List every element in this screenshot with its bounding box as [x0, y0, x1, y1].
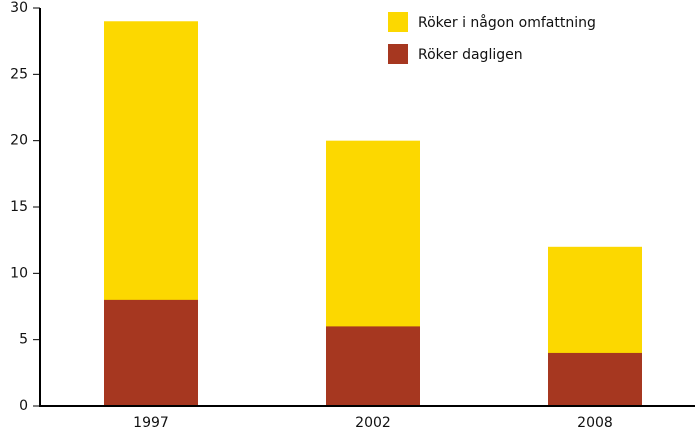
legend-label: Röker i någon omfattning — [418, 14, 596, 31]
y-tick-label: 25 — [10, 66, 28, 82]
y-tick-label: 20 — [10, 133, 28, 149]
bar — [104, 299, 198, 406]
y-tick-label: 30 — [10, 0, 28, 16]
y-tick-label: 10 — [10, 265, 28, 281]
x-tick-label: 2008 — [577, 415, 613, 431]
bar — [548, 352, 642, 406]
legend-label: Röker dagligen — [418, 47, 523, 63]
legend-swatch — [388, 12, 408, 32]
legend-swatch — [388, 44, 408, 64]
y-tick-label: 5 — [19, 332, 28, 348]
x-tick-label: 1997 — [133, 415, 169, 431]
x-tick-label: 2002 — [355, 415, 391, 431]
y-tick-label: 0 — [19, 398, 28, 414]
y-tick-label: 15 — [10, 199, 28, 215]
bar — [326, 326, 420, 406]
